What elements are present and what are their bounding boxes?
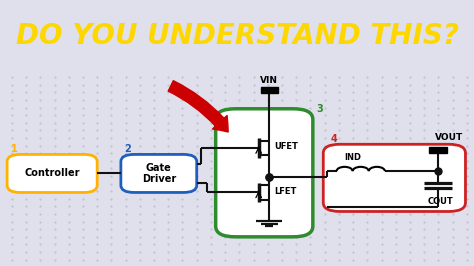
Bar [261,87,278,93]
Bar [429,147,447,153]
Text: 1: 1 [11,144,18,154]
FancyBboxPatch shape [323,144,465,211]
Text: DO YOU UNDERSTAND THIS?: DO YOU UNDERSTAND THIS? [16,22,458,50]
Text: IND: IND [345,153,362,162]
Text: VIN: VIN [260,76,278,85]
Text: VOUT: VOUT [435,133,463,142]
Text: 2: 2 [125,144,131,154]
Text: LFET: LFET [274,187,296,196]
FancyBboxPatch shape [216,109,313,237]
Text: Controller: Controller [24,168,80,178]
Text: 4: 4 [330,134,337,144]
Text: 3: 3 [317,104,323,114]
Text: UFET: UFET [274,142,298,151]
FancyArrowPatch shape [168,81,228,132]
FancyBboxPatch shape [7,155,97,193]
FancyBboxPatch shape [121,155,197,193]
Text: COUT: COUT [428,197,453,206]
Text: Gate
Driver: Gate Driver [142,163,176,184]
